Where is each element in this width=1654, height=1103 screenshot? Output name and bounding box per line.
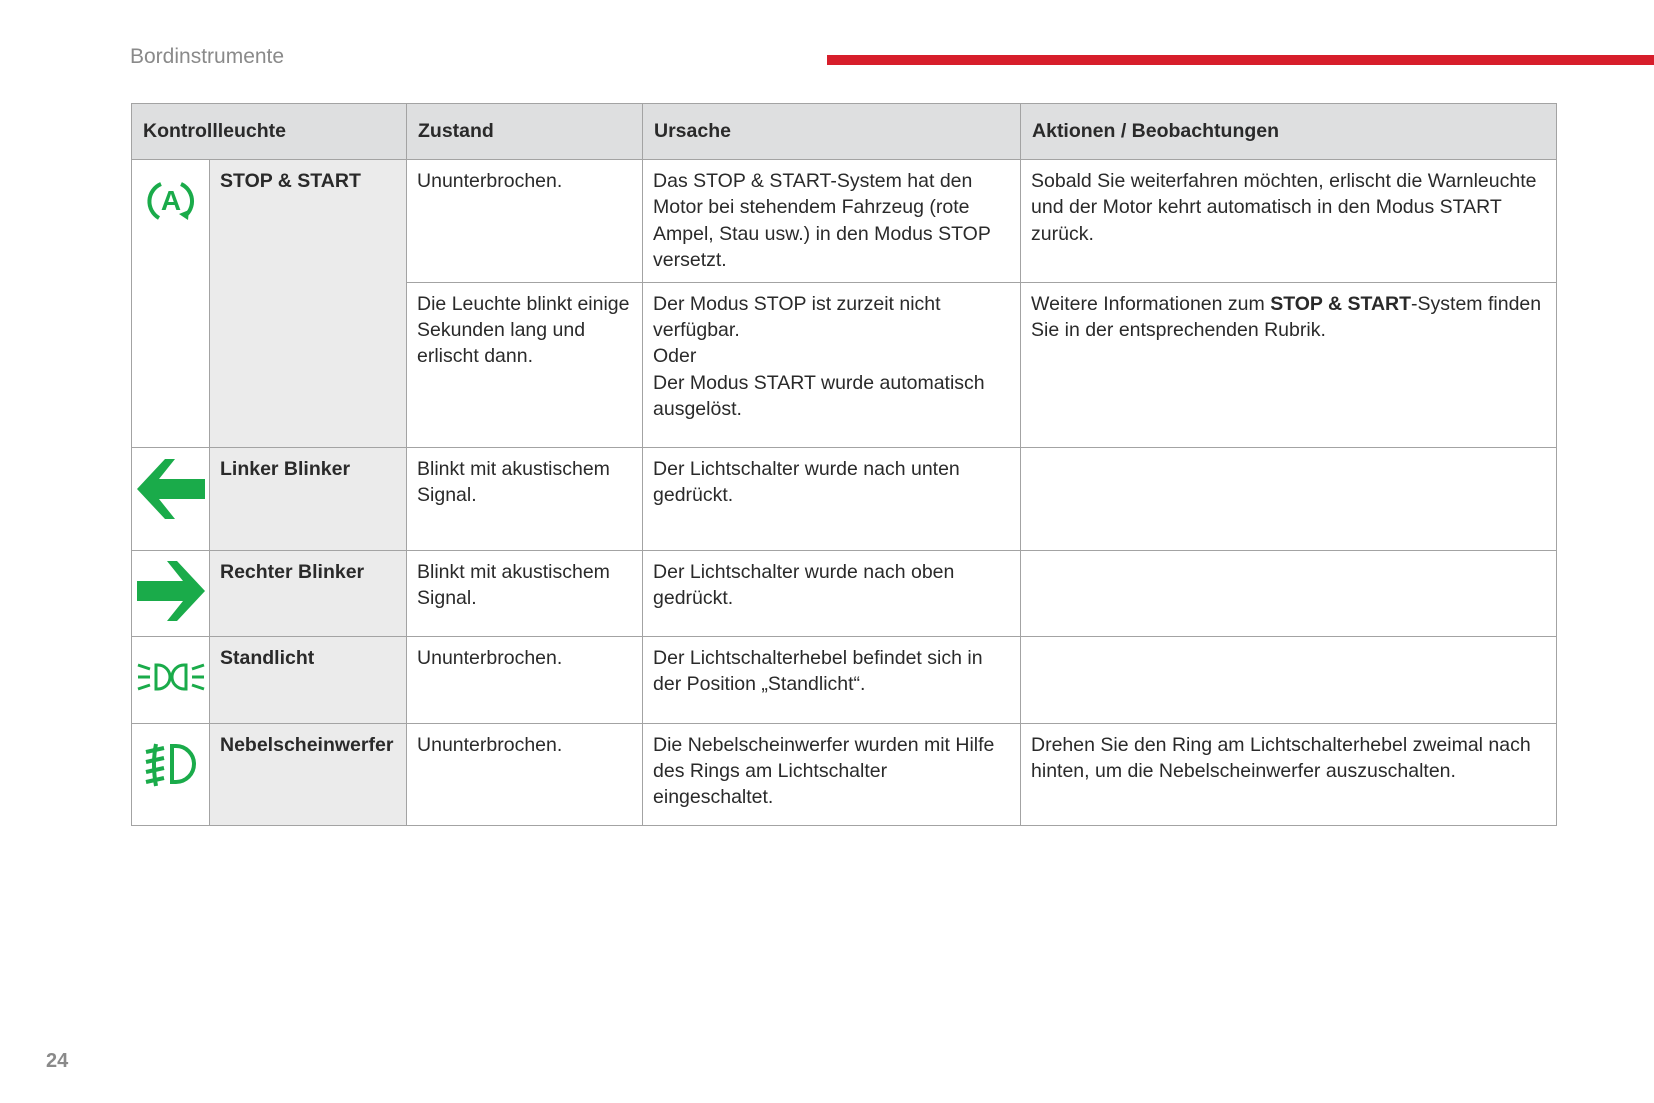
section-title: Bordinstrumente xyxy=(130,45,285,68)
column-header-aktionen: Aktionen / Beobachtungen xyxy=(1020,103,1558,160)
ursache-cell: Der Lichtschalter wurde nach oben gedrüc… xyxy=(642,549,1022,637)
table-row: Linker Blinker Blinkt mit akustischem Si… xyxy=(131,446,1558,551)
ursache-cell: Die Nebelscheinwerfer wurden mit Hilfe d… xyxy=(642,722,1022,826)
warning-lights-table: Kontrollleuchte Zustand Ursache Aktionen… xyxy=(130,103,1558,826)
table-row: A STOP & START Ununterbrochen. Das STOP … xyxy=(131,159,1558,448)
zustand-cell: Ununterbrochen. xyxy=(406,635,644,724)
front-fog-lamp-icon xyxy=(145,743,196,786)
column-header-kontrollleuchte: Kontrollleuchte xyxy=(130,103,408,160)
ursache-line: Der Modus START wurde automatisch ausgel… xyxy=(653,371,985,421)
aktion-cell: Sobald Sie weiterfahren möchten, erlisch… xyxy=(1020,159,1558,283)
column-header-ursache: Ursache xyxy=(642,103,1022,160)
icon-cell xyxy=(131,446,210,551)
ursache-line: Oder xyxy=(653,345,697,368)
table-row: Nebelscheinwerfer Ununterbrochen. Die Ne… xyxy=(131,722,1558,826)
light-name: Rechter Blinker xyxy=(208,549,408,637)
table-row: Standlicht Ununterbrochen. Der Lichtscha… xyxy=(131,635,1558,724)
zustand-cell: Blinkt mit akustischem Signal. xyxy=(406,446,644,551)
stop-start-icon: A xyxy=(146,182,194,220)
ursache-cell: Der Lichtschalter wurde nach unten gedrü… xyxy=(642,446,1022,551)
aktion-cell xyxy=(1020,446,1558,551)
ursache-cell: Der Lichtschalterhebel befindet sich in … xyxy=(642,635,1022,724)
zustand-cell: Ununterbrochen. xyxy=(406,722,644,826)
left-arrow-icon xyxy=(136,458,205,519)
ursache-cell: Das STOP & START-System hat den Motor be… xyxy=(642,159,1022,283)
aktion-cell: Weitere Informationen zum STOP & START-S… xyxy=(1020,281,1558,448)
light-name: Linker Blinker xyxy=(208,446,408,551)
light-name: STOP & START xyxy=(208,159,408,448)
aktion-cell xyxy=(1020,635,1558,724)
aktion-cell xyxy=(1020,549,1558,637)
zustand-cell: Die Leuchte blinkt einige Sekunden lang … xyxy=(406,281,644,448)
sidelights-icon xyxy=(137,663,204,691)
ursache-cell: Der Modus STOP ist zurzeit nicht verfügb… xyxy=(642,281,1022,448)
icon-cell xyxy=(131,722,210,826)
light-name: Standlicht xyxy=(208,635,408,724)
zustand-cell: Blinkt mit akustischem Signal. xyxy=(406,549,644,637)
right-arrow-icon xyxy=(136,560,205,621)
ursache-line: Der Modus STOP ist zurzeit nicht verfügb… xyxy=(653,292,941,342)
table-row: Rechter Blinker Blinkt mit akustischem S… xyxy=(131,549,1558,637)
aktion-text: -System finden Sie in der entsprechenden… xyxy=(1031,292,1542,342)
light-name: Nebelscheinwerfer xyxy=(208,722,408,826)
column-header-zustand: Zustand xyxy=(406,103,644,160)
table-header-row: Kontrollleuchte Zustand Ursache Aktionen… xyxy=(130,103,1558,160)
aktion-text: Weitere Informationen zum xyxy=(1031,292,1271,315)
zustand-cell: Ununterbrochen. xyxy=(406,159,644,283)
icon-cell xyxy=(131,549,210,637)
icon-cell: A xyxy=(131,159,210,448)
accent-bar xyxy=(827,55,1654,65)
aktion-cell: Drehen Sie den Ring am Lichtschalterhebe… xyxy=(1020,722,1558,826)
svg-text:A: A xyxy=(160,185,180,216)
page-number: 24 xyxy=(46,1050,69,1072)
icon-cell xyxy=(131,635,210,724)
aktion-bold: STOP & START xyxy=(1270,292,1412,315)
